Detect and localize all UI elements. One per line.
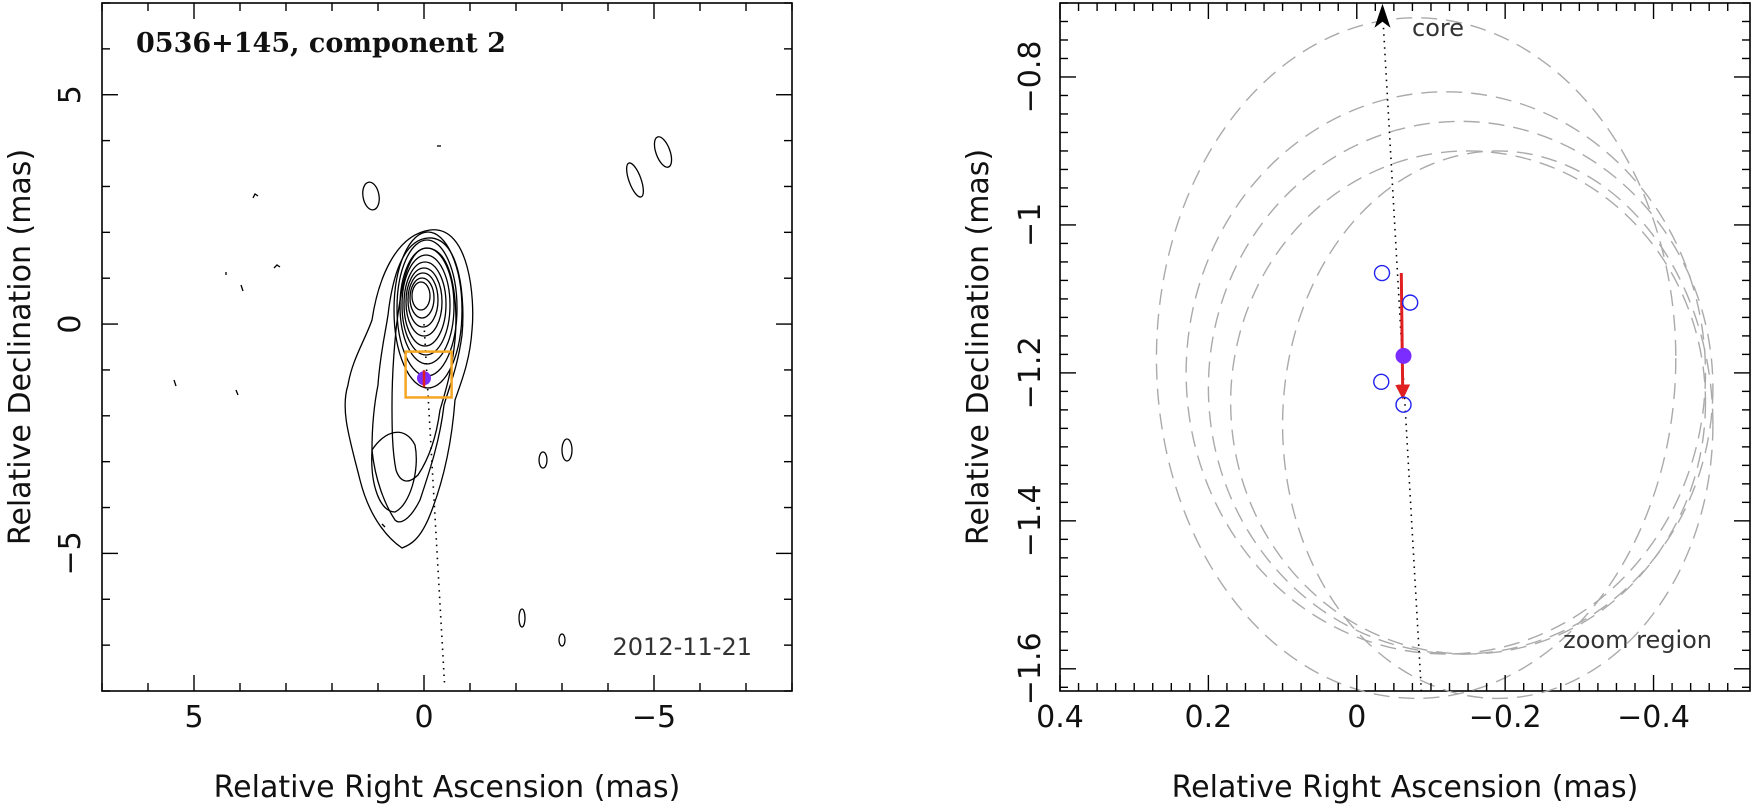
- contour: [405, 267, 443, 337]
- y-tick-label: −1.2: [1013, 336, 1048, 409]
- x-tick-label: −0.2: [1469, 700, 1542, 735]
- epoch-point: [1395, 396, 1412, 413]
- beam-ring: [1229, 150, 1707, 655]
- noise-contour: [558, 633, 566, 647]
- noise-contour: [381, 523, 386, 528]
- right-x-axis-label: Relative Right Ascension (mas): [1172, 770, 1639, 805]
- epoch-point: [1373, 264, 1391, 282]
- noise-contour: [538, 451, 548, 469]
- epoch-point: [1401, 294, 1419, 311]
- y-tick-label: −1.6: [1013, 632, 1048, 705]
- contour: [409, 277, 435, 319]
- x-tick-label: −5: [632, 700, 676, 735]
- left-x-ticks: 5 0 −5: [101, 3, 793, 735]
- x-tick-label: 0: [414, 700, 433, 735]
- noise-contour: [561, 438, 573, 462]
- left-y-axis-label: Relative Declination (mas): [3, 149, 38, 545]
- x-tick-label: 0.4: [1036, 700, 1084, 735]
- contour: [411, 281, 431, 311]
- right-x-ticks: 0.4 0.2 0 −0.2 −0.4: [1036, 3, 1729, 735]
- noise-contour: [273, 264, 281, 269]
- zoom-box: [404, 350, 453, 399]
- x-tick-label: 0: [1347, 700, 1366, 735]
- contour: [391, 247, 457, 482]
- beam-ring: [1207, 120, 1714, 655]
- y-tick-label: −5: [53, 531, 88, 575]
- motion-arrow: [1395, 273, 1411, 400]
- jet-direction-line: [1374, 3, 1423, 692]
- noise-contour: [626, 162, 644, 198]
- right-y-ticks: −0.8 −1 −1.2 −1.4 −1.6: [1013, 2, 1750, 705]
- core-arrowhead: [1374, 3, 1391, 28]
- right-y-axis-label: Relative Declination (mas): [961, 149, 996, 545]
- component-marker: [417, 370, 431, 388]
- contour: [371, 431, 417, 513]
- contour: [407, 272, 439, 328]
- mean-position-point: [1395, 347, 1412, 364]
- x-tick-label: 0.2: [1185, 700, 1233, 735]
- epoch-point: [1373, 373, 1390, 390]
- left-panel: 5 0 −5 5 0 −5 0536+145, component 2 2012-11-…: [3, 2, 793, 805]
- x-tick-label: 5: [184, 700, 203, 735]
- left-x-axis-label: Relative Right Ascension (mas): [214, 770, 681, 805]
- zoom-box: [404, 350, 453, 399]
- noise-contour: [252, 193, 259, 199]
- beam-rings: [1155, 17, 1714, 700]
- epoch-date: 2012-11-21: [613, 633, 752, 661]
- noise-contour: [173, 379, 177, 387]
- right-panel: 0.4 0.2 0 −0.2 −0.4 −0.8−1−1.2−1.4−1.6 core …: [961, 2, 1751, 805]
- contour: [393, 231, 463, 389]
- left-plot-frame: [101, 2, 793, 692]
- contour-map: [173, 136, 673, 647]
- noise-contour: [362, 181, 380, 211]
- contour: [401, 254, 451, 356]
- core-label: core: [1412, 14, 1464, 42]
- noise-contour: [653, 136, 673, 168]
- y-tick-label: −1.4: [1013, 484, 1048, 557]
- y-tick-label: −1: [1013, 203, 1048, 247]
- beam-ring: [1281, 150, 1714, 700]
- contour: [371, 237, 464, 523]
- beam-ring: [1155, 17, 1677, 700]
- motion-arrow: [1395, 273, 1411, 400]
- contour: [403, 261, 447, 347]
- beam-ring: [1185, 91, 1707, 655]
- x-tick-label: −0.4: [1617, 700, 1690, 735]
- noise-contour: [240, 284, 244, 292]
- left-y-ticks: 5 0 −5: [53, 2, 792, 692]
- panel-title: 0536+145, component 2: [136, 28, 506, 59]
- contour: [344, 229, 474, 549]
- right-plot-frame: [1059, 2, 1751, 692]
- y-tick-label: −0.8: [1013, 41, 1048, 114]
- noise-contour: [518, 608, 526, 628]
- noise-contour: [235, 389, 239, 396]
- y-tick-label: 5: [53, 85, 88, 104]
- y-tick-label: 0: [53, 315, 88, 334]
- zoom-region-label: zoom region: [1563, 626, 1712, 654]
- epoch-points: [1373, 264, 1419, 413]
